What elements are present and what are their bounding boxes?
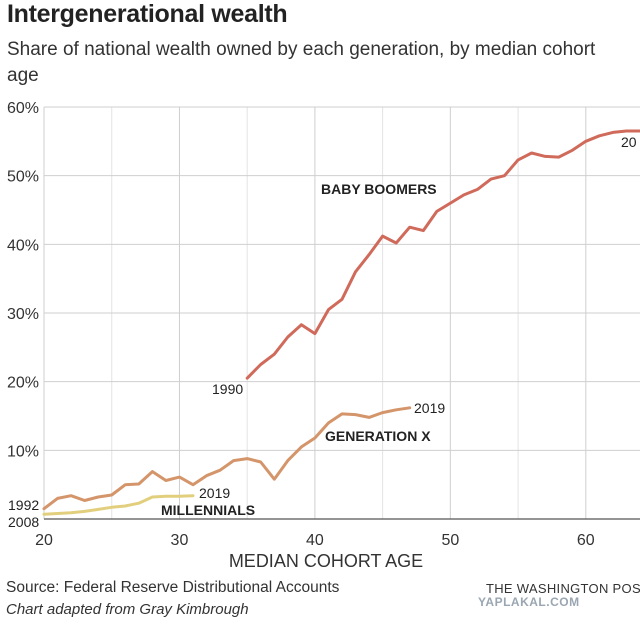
y-tick-label: 60%	[7, 100, 39, 117]
chart-subtitle: Share of national wealth owned by each g…	[7, 39, 596, 86]
credit-note: Chart adapted from Gray Kimbrough	[6, 601, 249, 618]
series-end-label: 20	[621, 134, 637, 150]
y-tick-label: 30%	[7, 306, 39, 323]
source-note: Source: Federal Reserve Distributional A…	[6, 579, 340, 596]
axis-labels: 10% 20% 30% 40% 50% 60% 20 30 40 50 60 MEDIAN COHOR…	[7, 100, 595, 571]
series-end-label: 2019	[414, 400, 445, 416]
series-name-label: BABY BOOMERS	[321, 181, 437, 197]
publisher-logo: THE WASHINGTON POS	[486, 581, 640, 596]
y-tick-label: 40%	[7, 237, 39, 254]
series-labels: BABY BOOMERS GENERATION X MILLENNIALS 1990 2…	[8, 134, 637, 530]
y-tick-label: 10%	[7, 443, 39, 460]
x-tick-label: 30	[171, 532, 189, 549]
series-line-2	[42, 494, 195, 516]
x-tick-label: 60	[577, 532, 595, 549]
series-start-label: 1992	[8, 497, 39, 513]
y-tick-label: 50%	[7, 169, 39, 186]
series-lines	[42, 129, 640, 516]
chart-title: Intergenerational wealth	[7, 0, 288, 28]
y-tick-label: 20%	[7, 375, 39, 392]
x-tick-label: 40	[306, 532, 324, 549]
line-chart: 10% 20% 30% 40% 50% 60% 20 30 40 50 60 MEDIAN COHOR…	[7, 100, 640, 571]
series-name-label: GENERATION X	[325, 428, 431, 444]
x-tick-label: 20	[35, 532, 53, 549]
x-axis-label: MEDIAN COHORT AGE	[229, 551, 423, 571]
series-start-label: 1990	[212, 381, 243, 397]
x-tick-label: 50	[441, 532, 459, 549]
series-line-1	[42, 406, 412, 511]
series-start-label: 2008	[8, 514, 39, 530]
series-end-label: 2019	[199, 485, 230, 501]
watermark: YAPLAKAL.COM	[478, 595, 580, 609]
series-line-0	[245, 129, 640, 380]
series-name-label: MILLENNIALS	[161, 502, 255, 518]
grid-lines	[43, 106, 640, 520]
